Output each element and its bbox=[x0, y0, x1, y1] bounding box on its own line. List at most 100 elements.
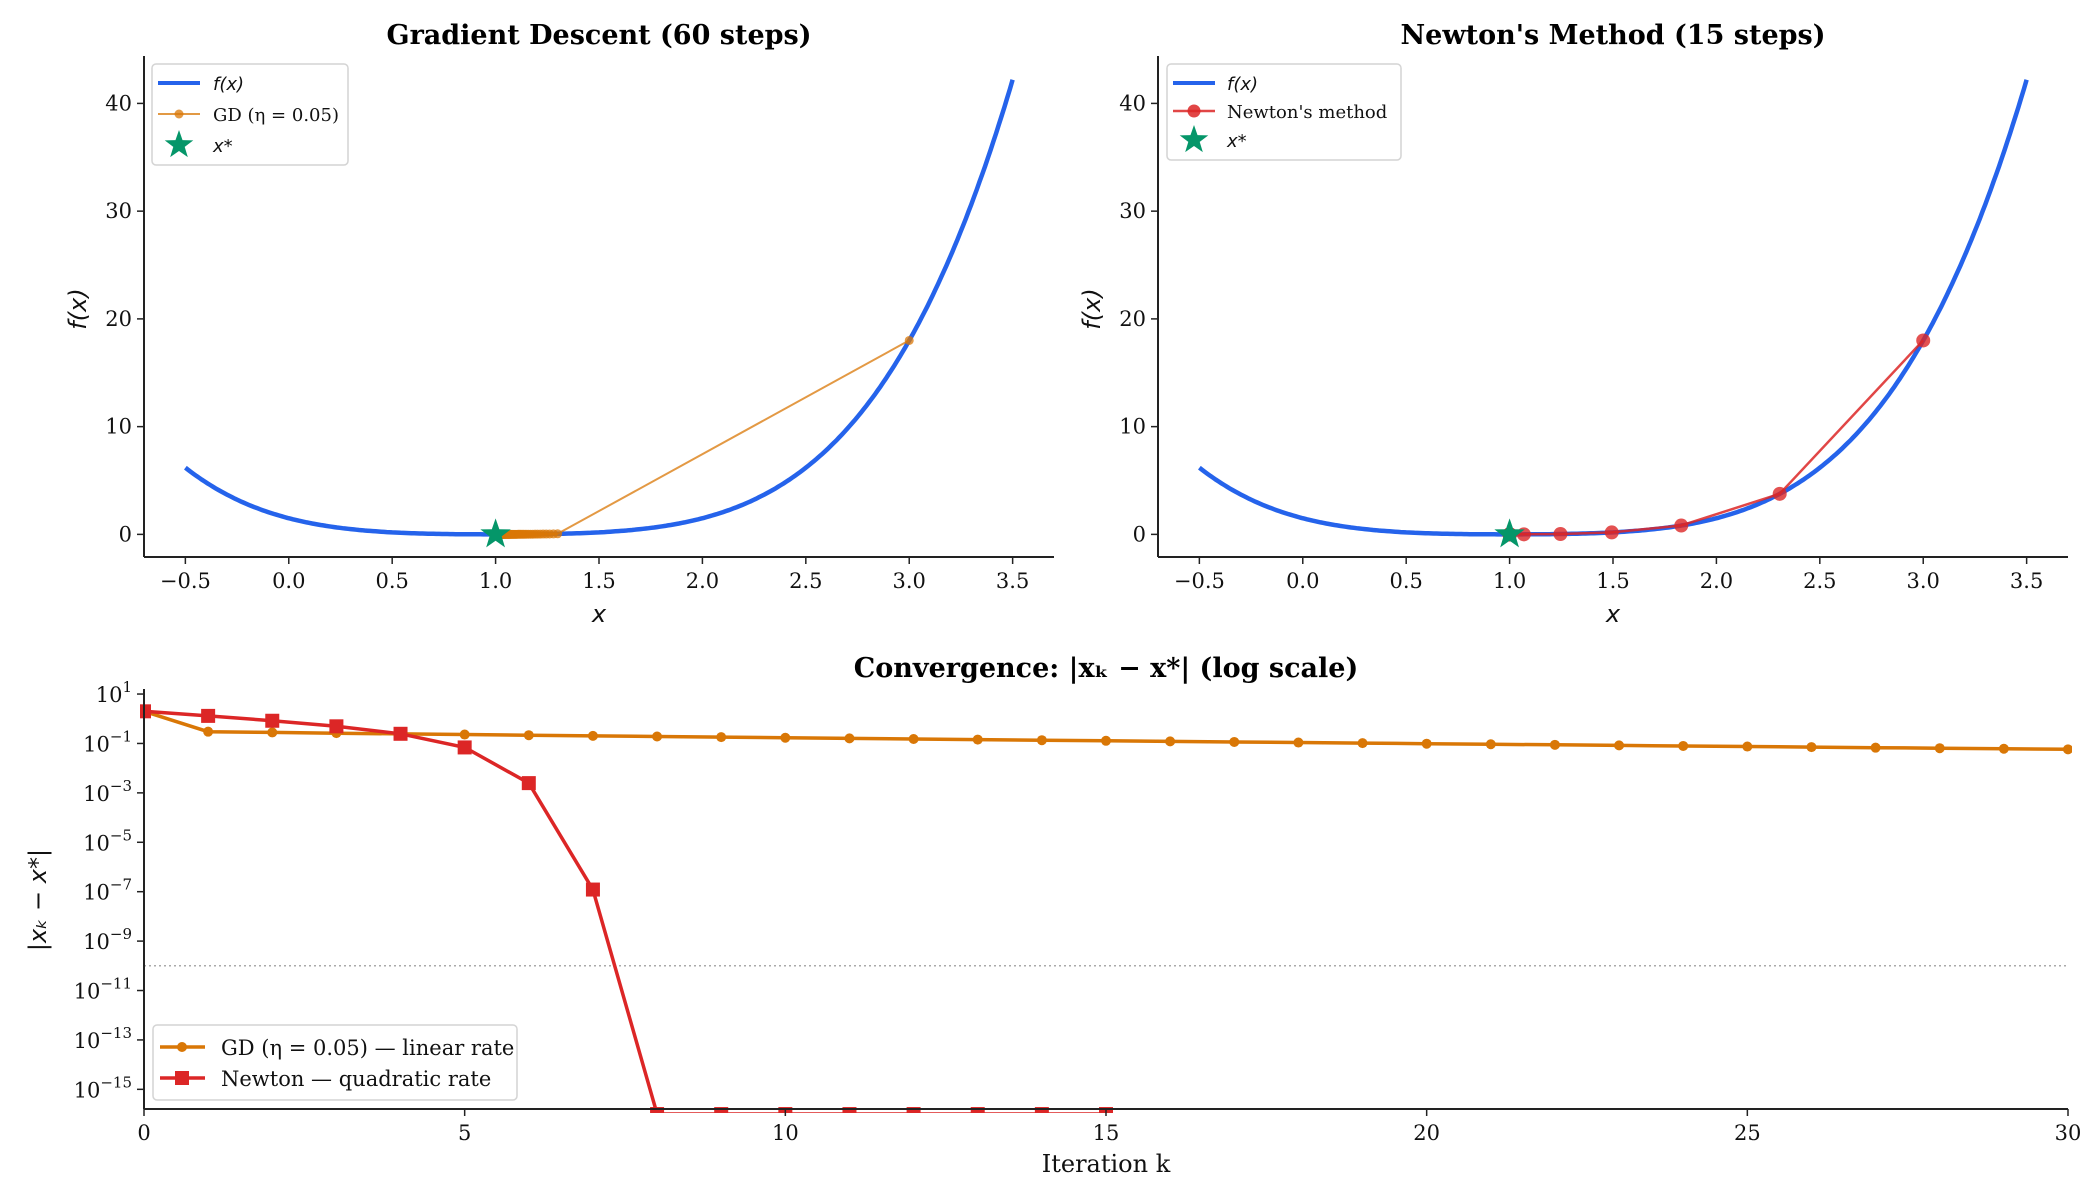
gd-error-point bbox=[908, 733, 919, 744]
x-tick-label: 0.0 bbox=[1286, 569, 1319, 593]
legend: GD (η = 0.05) — linear rate Newton — qua… bbox=[152, 1024, 518, 1101]
gd-error-point bbox=[2063, 744, 2072, 755]
x-tick-label: −0.5 bbox=[160, 569, 211, 593]
newton-iterate-point bbox=[1553, 527, 1568, 542]
newton-error-point bbox=[457, 740, 472, 755]
newton-error-point bbox=[329, 719, 344, 734]
x-axis-label: x bbox=[591, 600, 607, 628]
gd-error-point bbox=[716, 732, 727, 743]
gd-error-point bbox=[1357, 738, 1368, 749]
f-curve bbox=[184, 79, 1015, 537]
legend-label: x* bbox=[1226, 131, 1247, 152]
y-tick-label: 10−9 bbox=[83, 925, 132, 954]
newton-error-point bbox=[842, 1107, 857, 1113]
x-tick-label: 0 bbox=[137, 1121, 150, 1145]
y-tick-label: 20 bbox=[1119, 307, 1146, 331]
newton-error-point bbox=[265, 713, 280, 728]
minimum-star-marker bbox=[480, 518, 511, 548]
gd-error-point bbox=[1485, 739, 1496, 750]
gd-error-point bbox=[1870, 742, 1881, 753]
gd-error-line bbox=[143, 709, 2072, 752]
convergence-panel: Convergence: |xₖ − x*| (log scale) 0 5 10 1… bbox=[24, 653, 2082, 1178]
gd-iterate-point bbox=[904, 335, 914, 345]
legend-label: Newton's method bbox=[1227, 102, 1387, 123]
newton-iterate-point bbox=[1674, 518, 1689, 533]
newton-error-line bbox=[143, 709, 1106, 1113]
x-tick-label: 2.0 bbox=[686, 569, 719, 593]
legend-label: x* bbox=[212, 136, 233, 157]
y-axis-label: f(x) bbox=[64, 288, 92, 329]
y-tick-label: 10 bbox=[105, 415, 132, 439]
gd-error-point bbox=[844, 733, 855, 744]
legend-gd-marker bbox=[174, 109, 184, 119]
y-tick-label: 10−15 bbox=[74, 1073, 132, 1102]
newton-error-point bbox=[521, 776, 536, 791]
x-tick-label: 1.5 bbox=[582, 569, 615, 593]
x-tick-label: 25 bbox=[1734, 1121, 1761, 1145]
panel-title: Gradient Descent (60 steps) bbox=[387, 20, 812, 51]
legend-newton-marker bbox=[1187, 104, 1201, 118]
newton-error-point bbox=[585, 882, 600, 897]
gd-path-line bbox=[498, 339, 910, 536]
x-tick-label: 5 bbox=[458, 1121, 471, 1145]
newton-iterate-point bbox=[1916, 333, 1931, 348]
y-tick-label: 40 bbox=[105, 91, 132, 115]
panel-title: Newton's Method (15 steps) bbox=[1401, 20, 1826, 51]
gd-error-point bbox=[1549, 739, 1560, 750]
y-tick-label: 40 bbox=[1119, 91, 1146, 115]
newton-panel: Newton's Method (15 steps) −0.5 0.0 0.5 1.0… bbox=[1078, 20, 2068, 628]
x-tick-label: 3.5 bbox=[2010, 569, 2043, 593]
y-tick-label: 10 bbox=[1119, 415, 1146, 439]
y-axis-label: f(x) bbox=[1078, 288, 1106, 329]
gd-error-point bbox=[1806, 742, 1817, 753]
gd-error-point bbox=[459, 729, 470, 740]
x-tick-label: 0.5 bbox=[1389, 569, 1422, 593]
minimum-star-marker bbox=[1494, 518, 1525, 548]
y-tick-label: 10−7 bbox=[83, 876, 132, 905]
x-tick-label: 3.0 bbox=[1907, 569, 1940, 593]
legend-label: GD (η = 0.05) bbox=[213, 105, 339, 126]
y-tick-label: 30 bbox=[1119, 199, 1146, 223]
y-tick-label: 10−1 bbox=[83, 727, 132, 756]
newton-error-point bbox=[714, 1107, 729, 1113]
x-tick-label: 30 bbox=[2055, 1121, 2082, 1145]
gradient-descent-panel: Gradient Descent (60 steps) −0.5 0.0 0.5 1.… bbox=[64, 20, 1054, 628]
y-tick-label: 10−13 bbox=[74, 1024, 132, 1053]
x-tick-label: 0.0 bbox=[272, 569, 305, 593]
gd-error-point bbox=[1998, 743, 2009, 754]
gd-error-point bbox=[267, 727, 278, 738]
legend-label: f(x) bbox=[1227, 74, 1258, 95]
y-tick-label: 101 bbox=[96, 678, 132, 707]
y-tick-label: 10−3 bbox=[83, 777, 132, 806]
gd-error-point bbox=[1165, 736, 1176, 747]
y-tick-label: 0 bbox=[1133, 522, 1146, 546]
x-tick-label: 1.0 bbox=[1493, 569, 1526, 593]
newton-error-point bbox=[201, 708, 216, 723]
x-tick-label: 3.5 bbox=[996, 569, 1029, 593]
x-tick-label: 2.5 bbox=[789, 569, 822, 593]
legend-label: f(x) bbox=[213, 74, 244, 95]
gd-error-point bbox=[1229, 736, 1240, 747]
gd-error-point bbox=[972, 734, 983, 745]
gd-error-point bbox=[1614, 740, 1625, 751]
gd-error-point bbox=[1101, 735, 1111, 746]
x-tick-label: 20 bbox=[1413, 1121, 1440, 1145]
newton-error-point bbox=[1034, 1107, 1049, 1113]
y-tick-label: 10−11 bbox=[74, 975, 132, 1004]
y-tick-label: 20 bbox=[105, 307, 132, 331]
y-axis-label: |xₖ − x*| bbox=[24, 849, 52, 951]
gd-error-point bbox=[1742, 741, 1753, 752]
gd-error-point bbox=[1421, 738, 1432, 749]
gd-error-point bbox=[523, 730, 534, 741]
x-axis-label: Iteration k bbox=[1042, 1150, 1171, 1178]
legend-label: GD (η = 0.05) — linear rate bbox=[221, 1036, 514, 1060]
x-tick-label: 2.0 bbox=[1700, 569, 1733, 593]
y-tick-label: 10−5 bbox=[83, 826, 132, 855]
gd-error-point bbox=[1293, 737, 1304, 748]
newton-error-point bbox=[140, 704, 151, 719]
newton-iterate-point bbox=[1772, 486, 1787, 501]
newton-error-point bbox=[393, 726, 408, 741]
legend-gd-marker bbox=[177, 1042, 187, 1052]
newton-path-line bbox=[1509, 339, 1925, 536]
